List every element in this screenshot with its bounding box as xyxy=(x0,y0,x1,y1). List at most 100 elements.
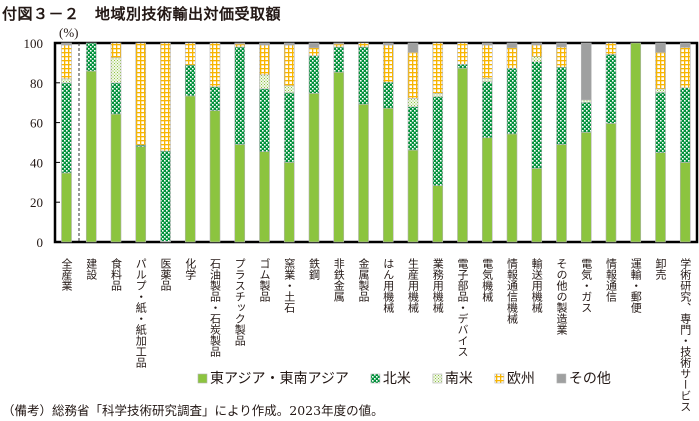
legend-swatch-4 xyxy=(494,373,505,384)
bar-segment-4 xyxy=(457,42,468,65)
bar-segment-5 xyxy=(333,42,345,45)
bar-segment-1 xyxy=(432,185,444,243)
bar-segment-1 xyxy=(531,168,543,243)
x-tick-label: はん用機械 xyxy=(382,258,395,314)
x-tick-label: プラスチック製品 xyxy=(233,258,246,346)
bar-segment-1 xyxy=(407,149,419,243)
bar-segment-1 xyxy=(259,151,270,243)
plot-frame xyxy=(53,41,699,244)
bar-segment-1 xyxy=(506,133,518,243)
bar-segment-1 xyxy=(556,144,567,243)
bar-segment-4 xyxy=(234,43,246,48)
y-tick-label: 80 xyxy=(30,76,43,91)
bar-segment-4 xyxy=(308,47,320,57)
x-tick-label: 医薬品 xyxy=(159,258,172,291)
x-tick-label: ゴム製品 xyxy=(258,257,271,302)
bar-segment-1 xyxy=(333,71,345,243)
bar-segment-2 xyxy=(605,54,617,124)
bar-segment-5 xyxy=(679,42,691,48)
bar-segment-4 xyxy=(135,42,147,146)
bar-segment-4 xyxy=(333,43,345,48)
bar-segment-5 xyxy=(259,42,270,46)
bar-segment-1 xyxy=(135,146,147,243)
bar-segment-2 xyxy=(506,67,518,135)
bar-segment-5 xyxy=(506,42,518,49)
bar-segment-3 xyxy=(283,85,295,94)
bar-segment-4 xyxy=(605,42,617,55)
bar-segment-5 xyxy=(655,42,666,53)
bar-segment-1 xyxy=(605,123,617,243)
x-tick-label: 電気・ガス xyxy=(580,258,593,313)
bar-segment-1 xyxy=(61,172,72,243)
bar-segment-5 xyxy=(580,42,592,101)
x-tick-label: 窯業・土石 xyxy=(283,257,296,313)
bar-segment-2 xyxy=(85,42,97,72)
x-tick-label: 電子部品・デバイス xyxy=(456,258,469,357)
legend-swatch-3 xyxy=(432,373,443,384)
bar-segment-3 xyxy=(407,98,419,107)
x-tick-label: 情報通信機械 xyxy=(506,258,519,325)
bar-segment-2 xyxy=(580,102,592,133)
bar-segment-4 xyxy=(556,46,567,68)
y-tick-label: 100 xyxy=(24,36,44,51)
bar-segment-2 xyxy=(333,46,345,73)
bar-segment-5 xyxy=(407,42,419,53)
bar-segment-1 xyxy=(283,162,295,243)
legend-swatch-1 xyxy=(197,373,208,384)
bar-segment-1 xyxy=(679,162,691,243)
bar-segment-4 xyxy=(110,42,122,59)
bar-segment-2 xyxy=(209,86,221,111)
source-note: （備考）総務省「科学技術研究調査」により作成。2023年度の値。 xyxy=(2,403,384,418)
y-tick-label: 0 xyxy=(37,235,44,250)
bar-segment-1 xyxy=(630,42,642,243)
bar-segment-4 xyxy=(531,44,543,58)
bar-segment-1 xyxy=(457,67,468,243)
legend-label-3: 南米 xyxy=(445,371,473,387)
x-tick-label: 金属製品 xyxy=(357,257,370,302)
bar-segment-5 xyxy=(61,42,72,46)
bar-segment-1 xyxy=(110,113,122,243)
bar-segment-5 xyxy=(308,42,320,49)
bar-segment-2 xyxy=(531,61,543,169)
bar-segment-4 xyxy=(432,42,444,94)
bar-segment-2 xyxy=(556,66,567,145)
bar-segment-1 xyxy=(580,132,592,243)
bar-segment-3 xyxy=(110,57,122,84)
x-tick-label: 食料品 xyxy=(110,257,123,291)
bar-segment-4 xyxy=(655,52,666,90)
bar-segment-4 xyxy=(358,42,369,48)
legend-swatch-5 xyxy=(556,373,567,384)
bar-segment-1 xyxy=(184,95,196,243)
bar-segment-4 xyxy=(506,47,518,69)
x-tick-label: 情報通信 xyxy=(605,258,618,303)
x-tick-label: 化学 xyxy=(184,257,197,280)
x-tick-label: 鉄鋼 xyxy=(308,257,321,281)
bar-segment-4 xyxy=(209,42,221,88)
bar-segment-2 xyxy=(110,82,122,115)
bar-segment-1 xyxy=(382,107,394,243)
bar-segment-3 xyxy=(432,93,444,98)
bar-segment-1 xyxy=(481,137,493,243)
x-tick-label: 非鉄金属 xyxy=(332,258,345,303)
bar-segment-2 xyxy=(382,81,394,109)
bar-segment-4 xyxy=(259,44,270,76)
bar-segment-2 xyxy=(432,96,444,186)
legend-swatch-2 xyxy=(370,373,381,384)
x-tick-label: 全産業 xyxy=(60,257,73,291)
legend-label-2: 北米 xyxy=(383,371,411,387)
bar-segment-2 xyxy=(407,106,419,151)
bar-segment-1 xyxy=(655,152,666,243)
x-tick-label: その他の製造業 xyxy=(555,258,568,335)
bar-segment-2 xyxy=(283,92,295,163)
x-tick-label: 電気機械 xyxy=(481,258,494,303)
chart-title: 付図３－２ 地域別技術輸出対価受取額 xyxy=(2,5,282,23)
bar-segment-4 xyxy=(481,44,493,79)
bar-segment-5 xyxy=(531,42,543,46)
bar-segment-2 xyxy=(358,46,369,105)
bar-segment-3 xyxy=(259,74,270,90)
bar-segment-3 xyxy=(531,56,543,63)
legend-label-1: 東アジア・東南アジア xyxy=(210,371,349,387)
x-tick-label: 運輸・郵便 xyxy=(629,258,642,314)
bar-segment-5 xyxy=(283,42,295,46)
